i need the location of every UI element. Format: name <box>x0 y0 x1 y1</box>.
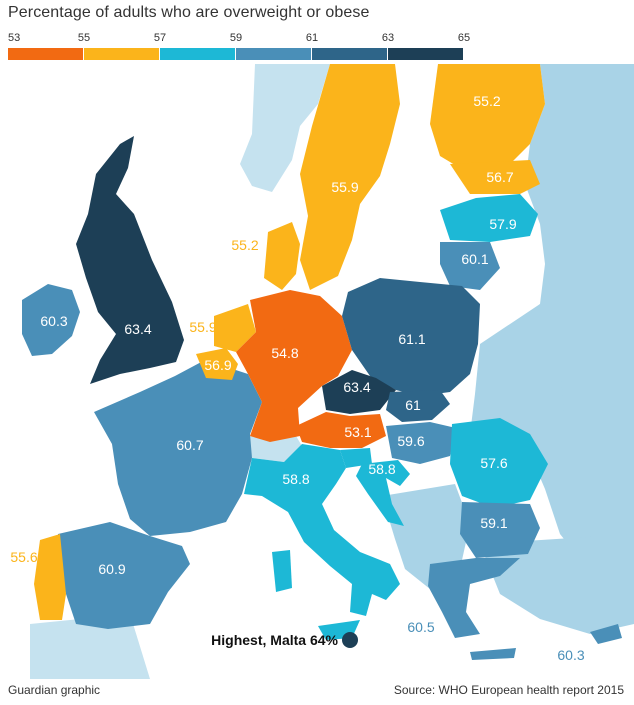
morocco-shape <box>30 614 150 679</box>
label-uk: 63.4 <box>124 321 151 337</box>
cyprus-shape <box>590 624 622 644</box>
label-hungary: 59.6 <box>397 433 424 449</box>
finland-shape <box>430 64 545 174</box>
footer-credit: Guardian graphic <box>8 683 101 697</box>
bulgaria-shape <box>460 502 540 558</box>
greece-shape <box>428 558 520 638</box>
poland-shape <box>342 278 480 396</box>
netherlands-shape <box>214 304 256 352</box>
map-svg: 63.4 60.3 55.9 56.9 54.8 55.2 55.9 55.2 … <box>10 64 634 679</box>
estonia-shape <box>450 160 540 194</box>
label-finland: 55.2 <box>473 93 500 109</box>
label-estonia: 56.7 <box>486 169 513 185</box>
austria-shape <box>296 412 386 448</box>
label-romania: 57.6 <box>480 455 507 471</box>
label-slovakia: 61 <box>405 397 421 413</box>
legend-tick-65: 65 <box>457 32 471 44</box>
crete-shape <box>470 648 516 660</box>
malta-annotation: Highest, Malta 64% <box>211 632 338 648</box>
latvia-shape <box>440 194 538 242</box>
label-latvia: 57.9 <box>489 216 516 232</box>
label-portugal: 55.6 <box>10 549 37 565</box>
label-croatia: 58.8 <box>368 461 395 477</box>
romania-shape <box>450 418 548 508</box>
ireland-shape <box>22 284 80 356</box>
legend-tick-53: 53 <box>8 32 21 44</box>
legend-swatch-2 <box>160 48 235 60</box>
label-bulgaria: 59.1 <box>480 515 507 531</box>
denmark-shape <box>264 222 300 290</box>
label-sweden: 55.9 <box>331 179 358 195</box>
slovakia-shape <box>386 390 450 422</box>
footer-source: Source: WHO European health report 2015 <box>393 683 624 697</box>
norway-shape <box>240 64 330 192</box>
germany-shape <box>236 290 352 442</box>
label-france: 60.7 <box>176 437 203 453</box>
spain-shape <box>58 522 190 629</box>
russia-shape <box>475 64 634 584</box>
chart-title: Percentage of adults who are overweight … <box>8 4 370 21</box>
portugal-shape <box>34 534 66 620</box>
croatia-shape <box>356 460 410 526</box>
label-italy: 58.8 <box>282 471 309 487</box>
legend-tick-61: 61 <box>305 32 319 44</box>
sweden-shape <box>300 64 400 290</box>
malta-marker <box>342 632 358 648</box>
europe-map: 63.4 60.3 55.9 56.9 54.8 55.2 55.9 55.2 … <box>0 64 634 679</box>
label-greece: 60.5 <box>407 619 434 635</box>
hungary-shape <box>386 422 456 464</box>
label-czech-republic: 63.4 <box>343 379 370 395</box>
label-spain: 60.9 <box>98 561 125 577</box>
label-poland: 61.1 <box>398 331 425 347</box>
italy-shape <box>244 444 400 616</box>
label-netherlands: 55.9 <box>189 319 216 335</box>
legend-tick-63: 63 <box>381 32 395 44</box>
color-legend: 53 55 57 59 61 63 65 <box>8 32 471 62</box>
legend-swatch-3 <box>236 48 311 60</box>
legend-swatch-5 <box>388 48 463 60</box>
legend-swatch-4 <box>312 48 387 60</box>
sardinia-shape <box>272 550 292 592</box>
legend-tick-59: 59 <box>229 32 243 44</box>
lithuania-shape <box>440 242 500 290</box>
label-belgium: 56.9 <box>204 357 231 373</box>
uk-shape <box>76 136 184 384</box>
label-germany: 54.8 <box>271 345 298 361</box>
label-ireland: 60.3 <box>40 313 67 329</box>
belgium-shape <box>196 348 238 380</box>
label-denmark: 55.2 <box>231 237 258 253</box>
label-lithuania: 60.1 <box>461 251 488 267</box>
czech-republic-shape <box>322 370 396 414</box>
legend-swatch-0 <box>8 48 83 60</box>
legend-tick-57: 57 <box>153 32 167 44</box>
slovenia-shape <box>340 448 372 468</box>
france-shape <box>94 360 262 536</box>
label-cyprus: 60.3 <box>557 647 584 663</box>
legend-swatch-1 <box>84 48 159 60</box>
legend-tick-55: 55 <box>77 32 91 44</box>
label-austria: 53.1 <box>344 424 371 440</box>
